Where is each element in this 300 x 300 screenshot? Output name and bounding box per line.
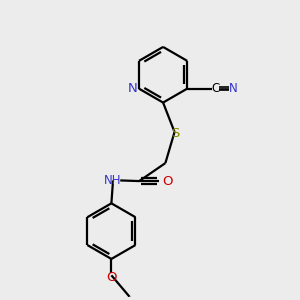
Text: N: N: [229, 82, 237, 95]
Text: NH: NH: [103, 174, 121, 187]
Text: C: C: [212, 82, 220, 95]
Text: S: S: [171, 127, 180, 140]
Text: N: N: [128, 82, 138, 95]
Text: O: O: [162, 175, 173, 188]
Text: O: O: [106, 272, 117, 284]
